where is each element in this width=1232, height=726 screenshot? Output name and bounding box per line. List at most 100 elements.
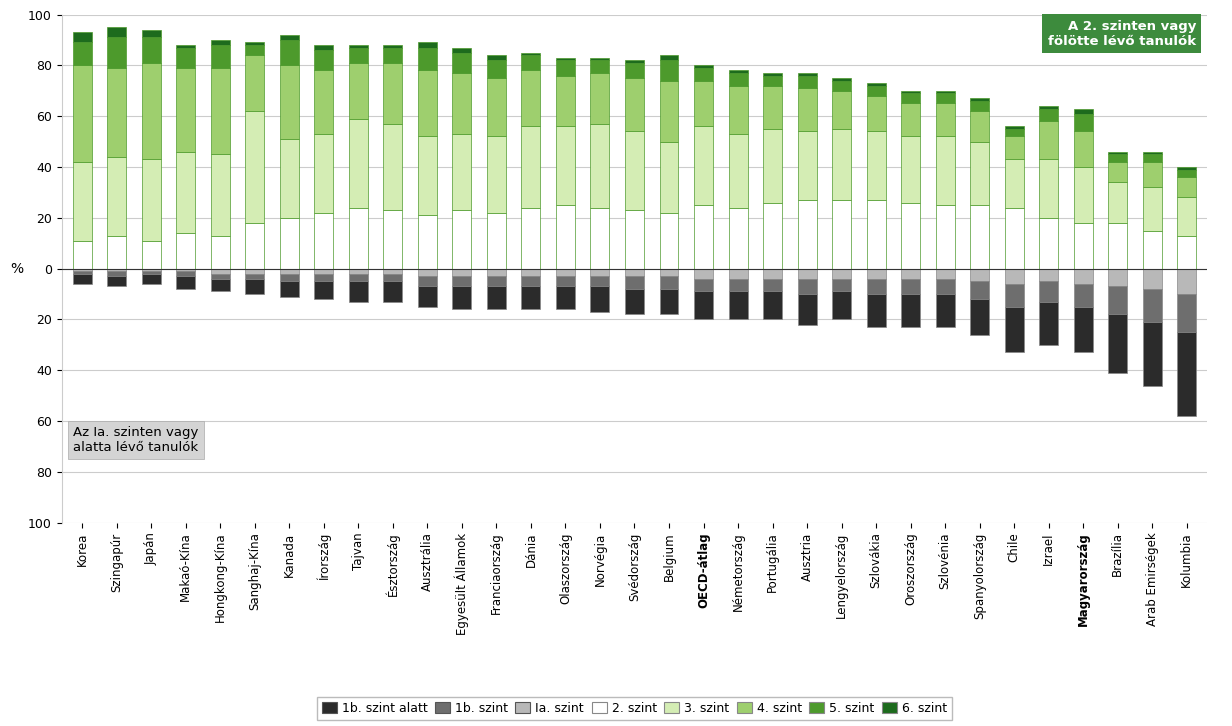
Bar	[383, 269, 403, 274]
Bar	[970, 101, 989, 111]
Bar	[280, 274, 299, 281]
Bar	[1039, 159, 1058, 218]
Bar	[211, 274, 230, 279]
Bar	[797, 73, 817, 76]
Bar	[832, 78, 851, 81]
Bar	[1177, 169, 1196, 177]
Bar	[797, 131, 817, 200]
Bar	[73, 269, 92, 271]
Bar	[1177, 269, 1196, 294]
Bar	[1004, 126, 1024, 129]
Bar	[1177, 235, 1196, 269]
Bar	[452, 269, 472, 276]
Bar	[590, 57, 610, 60]
Bar	[418, 286, 437, 306]
Bar	[349, 269, 368, 274]
Bar	[797, 200, 817, 269]
Bar	[866, 269, 886, 279]
Bar	[1004, 159, 1024, 208]
Bar	[1142, 187, 1162, 231]
Bar	[245, 42, 265, 45]
Bar	[659, 269, 679, 276]
Bar	[211, 269, 230, 274]
Bar	[1177, 167, 1196, 169]
Bar	[763, 76, 782, 86]
Bar	[245, 223, 265, 269]
Bar	[107, 276, 127, 286]
Bar	[383, 274, 403, 281]
Bar	[142, 274, 161, 284]
Bar	[73, 271, 92, 274]
Bar	[487, 276, 506, 286]
Bar	[418, 70, 437, 136]
Bar	[935, 91, 955, 93]
Bar	[935, 136, 955, 205]
Bar	[107, 27, 127, 37]
Bar	[1108, 223, 1127, 269]
Bar	[659, 213, 679, 269]
Bar	[349, 281, 368, 302]
Bar	[832, 91, 851, 129]
Bar	[280, 218, 299, 269]
Bar	[1004, 208, 1024, 269]
Bar	[176, 276, 196, 289]
Bar	[970, 205, 989, 269]
Bar	[1142, 269, 1162, 289]
Bar	[314, 70, 334, 134]
Bar	[349, 118, 368, 208]
Bar	[763, 269, 782, 279]
Bar	[521, 70, 541, 126]
Bar	[1142, 154, 1162, 162]
Bar	[245, 279, 265, 294]
Bar	[556, 76, 575, 126]
Bar	[107, 157, 127, 235]
Bar	[1073, 269, 1093, 284]
Bar	[832, 279, 851, 291]
Bar	[280, 269, 299, 274]
Bar	[1004, 269, 1024, 284]
Bar	[1108, 269, 1127, 286]
Bar	[383, 62, 403, 123]
Bar	[970, 98, 989, 101]
Bar	[935, 279, 955, 294]
Bar	[314, 281, 334, 299]
Text: Az Ia. szinten vagy
alatta lévő tanulók: Az Ia. szinten vagy alatta lévő tanulók	[73, 426, 198, 454]
Bar	[728, 73, 748, 86]
Bar	[1004, 284, 1024, 306]
Bar	[797, 269, 817, 279]
Bar	[349, 208, 368, 269]
Bar	[970, 269, 989, 281]
Bar	[970, 299, 989, 335]
Bar	[452, 286, 472, 309]
Bar	[245, 55, 265, 111]
Bar	[487, 286, 506, 309]
Bar	[349, 48, 368, 62]
Bar	[452, 48, 472, 53]
Bar	[1108, 314, 1127, 373]
Bar	[245, 45, 265, 55]
Bar	[107, 37, 127, 68]
Bar	[1142, 231, 1162, 269]
Bar	[1177, 197, 1196, 235]
Bar	[142, 30, 161, 37]
Bar	[556, 205, 575, 269]
Bar	[556, 126, 575, 205]
Bar	[487, 213, 506, 269]
Bar	[797, 294, 817, 325]
Bar	[556, 286, 575, 309]
Bar	[832, 269, 851, 279]
Bar	[142, 37, 161, 62]
Bar	[590, 269, 610, 276]
Bar	[176, 271, 196, 276]
Bar	[659, 289, 679, 314]
Bar	[211, 235, 230, 269]
Bar	[349, 274, 368, 281]
Bar	[418, 269, 437, 276]
Bar	[73, 240, 92, 269]
Bar	[73, 65, 92, 162]
Bar	[487, 78, 506, 136]
Bar	[694, 292, 713, 319]
Bar	[73, 162, 92, 240]
Bar	[590, 276, 610, 286]
Bar	[901, 269, 920, 279]
